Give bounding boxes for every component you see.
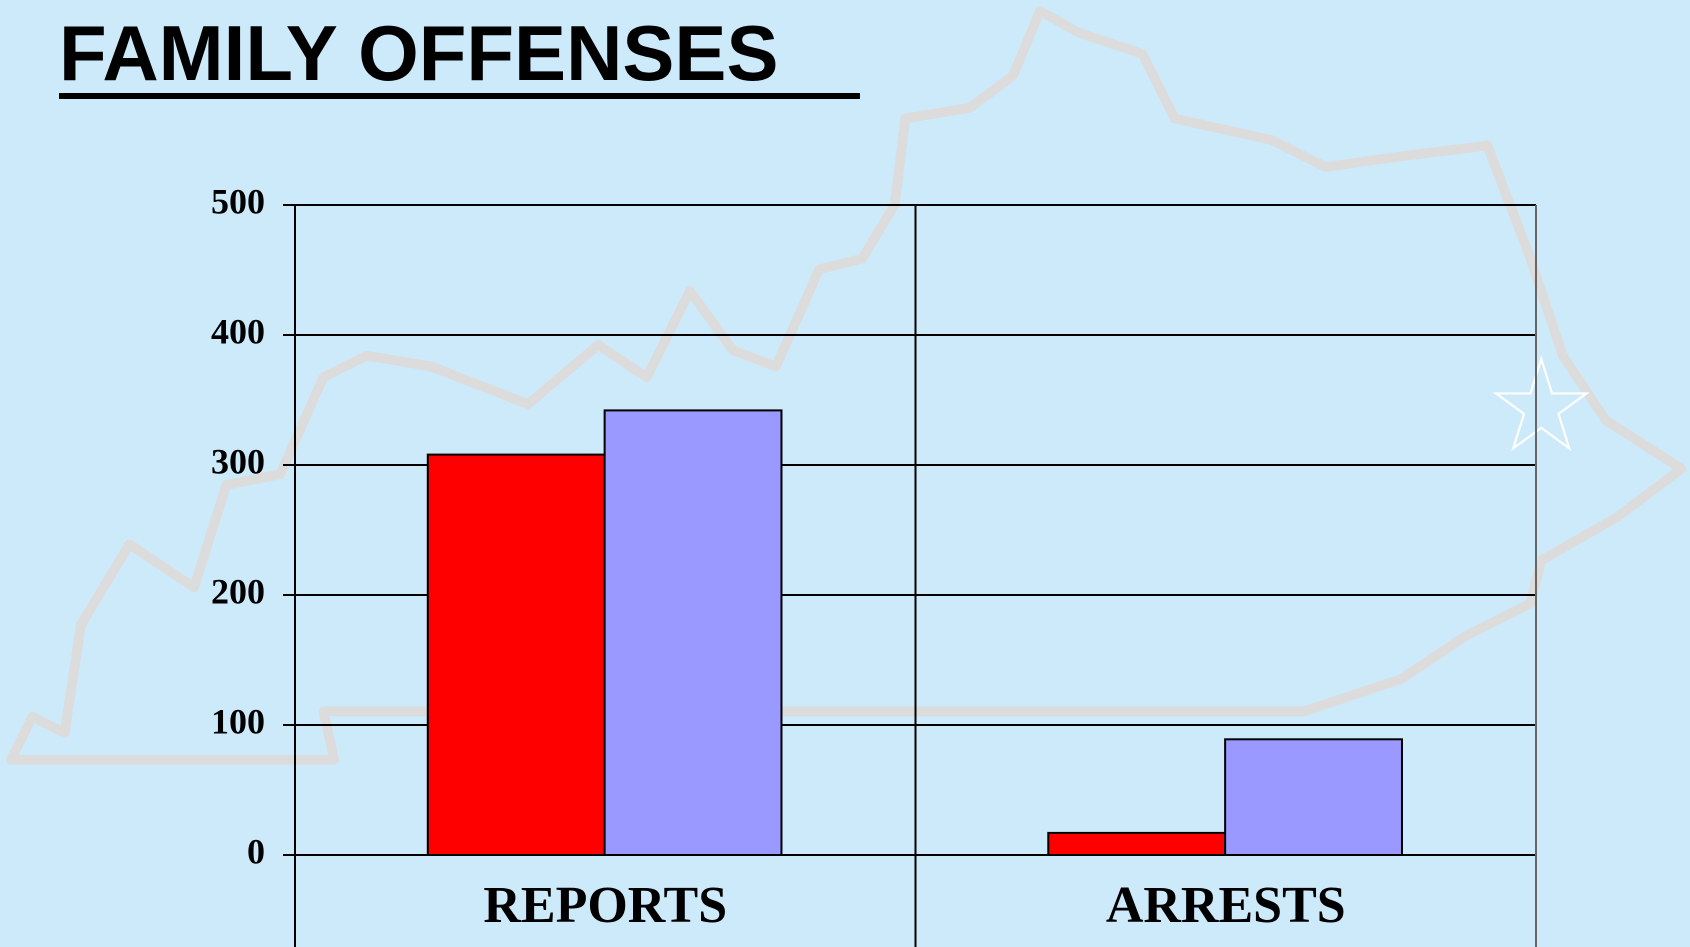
chart-title: FAMILY OFFENSES (59, 9, 778, 97)
title-underline (59, 93, 860, 99)
bar (603, 409, 783, 856)
x-tick-label: ARRESTS (1106, 877, 1346, 934)
y-tick-label: 300 (211, 441, 265, 481)
bar (426, 453, 606, 856)
y-tick-label: 400 (211, 311, 265, 351)
bar (1224, 738, 1403, 856)
x-tick-label: REPORTS (483, 877, 727, 934)
y-tick-label: 0 (247, 831, 265, 871)
y-tick-label: 100 (211, 701, 265, 741)
y-tick-label: 500 (211, 181, 265, 221)
map-outline (5, 5, 1687, 765)
y-tick-label: 200 (211, 571, 265, 611)
bar (1047, 831, 1227, 857)
